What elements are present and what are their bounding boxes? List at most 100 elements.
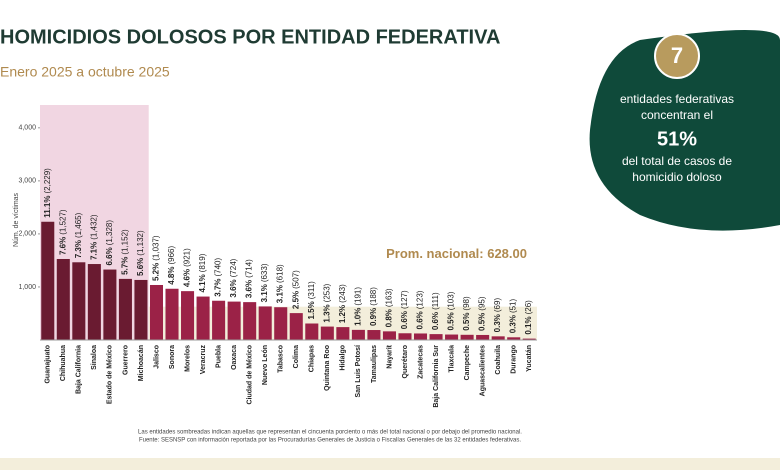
value-label: (714) (245, 259, 254, 278)
data-label: 0.5% (103) (447, 291, 456, 330)
value-label: (740) (214, 257, 223, 276)
value-label: (26) (524, 300, 533, 315)
bar (289, 313, 303, 340)
bar (351, 329, 365, 340)
value-label: (1,432) (89, 214, 98, 240)
x-tick-label: Chihuahua (60, 345, 67, 381)
summary-number: 7 (671, 43, 683, 68)
x-tick-label: Colima (293, 345, 300, 368)
data-label: 7.1% (1,432) (89, 214, 98, 260)
bar (305, 323, 319, 340)
value-label: (253) (322, 283, 331, 302)
share-label: 0.5% (462, 313, 471, 331)
bar (445, 334, 459, 340)
bar (522, 338, 536, 340)
bar (398, 333, 412, 340)
share-label: 4.6% (183, 269, 192, 287)
value-label: (819) (198, 253, 207, 272)
data-label: 0.6% (111) (431, 292, 440, 330)
value-label: (95) (478, 296, 487, 311)
y-axis-label: Núm. de víctimas (13, 192, 20, 247)
value-label: (127) (400, 290, 409, 309)
share-label: 5.7% (121, 257, 130, 275)
value-label: (633) (260, 263, 269, 282)
share-label: 4.1% (198, 274, 207, 292)
x-tick-label: Oaxaca (231, 345, 238, 370)
value-label: (103) (447, 291, 456, 310)
bar (165, 288, 179, 340)
data-label: 0.1%(26) (524, 300, 533, 335)
value-label: (1,152) (121, 229, 130, 255)
data-label: 5.6% (1,132) (136, 230, 145, 276)
bar (460, 334, 474, 340)
share-label: 0.5% (447, 312, 456, 330)
x-tick-label: Hidalgo (340, 345, 347, 371)
y-tick-label: 2,000 (18, 231, 36, 238)
bar (118, 278, 132, 340)
data-label: 1.2% (243) (338, 284, 347, 323)
bar (320, 326, 334, 340)
data-label: 7.3% (1,465) (74, 212, 83, 258)
share-label: 3.6% (245, 280, 254, 298)
data-label: 2.5% (507) (291, 270, 300, 309)
data-label: 1.3% (253) (322, 283, 331, 322)
bar (196, 296, 210, 340)
value-label: (51) (509, 298, 518, 313)
value-label: (243) (338, 284, 347, 303)
x-tick-label: Guerrero (122, 345, 129, 375)
share-label: 0.6% (416, 311, 425, 329)
bar (149, 284, 164, 340)
average-label: Prom. nacional: 628.00 (386, 246, 527, 261)
bar (103, 269, 117, 340)
bar (181, 291, 195, 340)
share-label: 7.1% (89, 242, 98, 260)
x-tick-label: Jalisco (153, 345, 160, 369)
data-label: 3.1% (633) (260, 263, 269, 302)
data-label: 0.6% (127) (400, 290, 409, 329)
summary-text: homicidio doloso (632, 170, 722, 184)
x-tick-label: Coahuila (495, 345, 502, 375)
value-label: (1,037) (152, 235, 161, 261)
value-label: (507) (291, 270, 300, 289)
value-label: (1,527) (58, 209, 67, 235)
value-label: (311) (307, 281, 316, 299)
value-label: (191) (354, 287, 363, 306)
share-label: 3.6% (229, 279, 238, 297)
note: Las entidades sombreadas indican aquella… (138, 430, 522, 436)
share-label: 5.2% (152, 263, 161, 281)
data-label: 0.3%(69) (493, 298, 502, 333)
data-label: 0.5% (95) (478, 296, 487, 331)
value-label: (1,132) (136, 230, 145, 256)
x-tick-label: Guanajuato (45, 345, 52, 384)
share-label: 4.8% (167, 267, 176, 285)
value-label: (163) (385, 288, 394, 307)
share-label: 1.0% (354, 308, 363, 326)
chart-subtitle: Enero 2025 a octubre 2025 (0, 64, 170, 80)
data-label: 1.5% (311) (307, 281, 316, 320)
plot: Prom. nacional: 628.00 1,000 2,000 3,000 4,0… (18, 105, 537, 408)
x-tick-label: Chiapas (309, 345, 316, 372)
summary-text: del total de casos de (622, 154, 732, 168)
bar (491, 336, 505, 340)
summary-text: concentran el (641, 108, 713, 122)
value-label: (69) (493, 298, 502, 313)
data-label: 4.6% (921) (183, 248, 192, 287)
value-label: (188) (369, 287, 378, 306)
value-label: (921) (183, 248, 192, 267)
bar (212, 300, 226, 340)
share-label: 7.3% (74, 240, 83, 258)
x-tick-label: Quintana Roo (324, 345, 331, 391)
x-tick-label: Sinaloa (91, 345, 98, 370)
value-label: (111) (431, 292, 440, 310)
x-tick-label: Aguascalientes (479, 345, 486, 396)
bar (243, 302, 257, 340)
bar (476, 334, 490, 340)
bar (41, 221, 55, 340)
data-label: 4.8% (966) (167, 246, 176, 285)
x-tick-label: Veracruz (200, 345, 207, 375)
bar (336, 327, 350, 340)
share-label: 0.1% (524, 316, 533, 334)
bar (56, 258, 70, 340)
note: Fuente: SESNSP con información reportada… (139, 438, 521, 444)
